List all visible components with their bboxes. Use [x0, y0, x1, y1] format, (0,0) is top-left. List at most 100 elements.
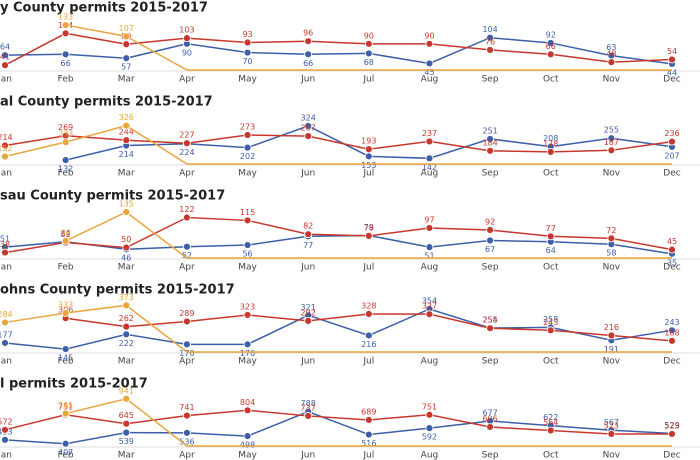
x-tick-label: Sep [482, 357, 499, 367]
point [668, 336, 676, 345]
point [61, 50, 70, 59]
data-label: 107 [119, 24, 134, 33]
point [1, 51, 9, 60]
point [243, 48, 252, 57]
point [425, 410, 434, 419]
point [364, 416, 373, 424]
data-label: 536 [179, 437, 194, 446]
data-label: 153 [361, 161, 376, 170]
data-label: 227 [179, 131, 194, 140]
series-line [4, 409, 672, 435]
data-label: 214 [119, 150, 134, 159]
series-line [4, 32, 673, 66]
point [183, 428, 191, 437]
data-label: 216 [604, 323, 619, 332]
point [122, 330, 131, 339]
point [304, 316, 313, 325]
point [486, 324, 494, 333]
point [425, 243, 434, 252]
data-label: 243 [543, 318, 558, 327]
data-label: 97 [424, 215, 434, 224]
data-label: 498 [240, 441, 255, 450]
data-label: 92 [485, 218, 495, 227]
point [183, 411, 191, 420]
data-label: 262 [119, 314, 134, 323]
data-label: 64 [546, 246, 556, 255]
data-label: 66 [61, 228, 71, 237]
data-label: 50 [121, 235, 131, 244]
data-label: 354 [422, 296, 437, 305]
data-label: 214 [0, 133, 13, 142]
point [304, 230, 313, 239]
data-label: 216 [361, 340, 376, 349]
point [425, 424, 434, 433]
x-tick-label: Aug [421, 263, 439, 273]
x-tick-label: Sep [482, 75, 499, 85]
data-label: 193 [361, 137, 376, 146]
data-label: 677 [482, 408, 497, 417]
point [61, 439, 70, 448]
point [668, 55, 676, 64]
data-label: 333 [58, 301, 73, 310]
x-tick-label: May [238, 263, 257, 273]
data-label: 289 [179, 309, 194, 318]
point [546, 426, 555, 435]
x-tick-label: May [238, 75, 257, 85]
data-label: 233 [58, 130, 73, 139]
point [607, 146, 616, 155]
data-label: 103 [179, 26, 194, 35]
x-tick-label: Aug [421, 75, 439, 85]
data-label: 38 [0, 240, 10, 249]
point [364, 310, 373, 318]
data-label: 133 [58, 13, 73, 22]
data-label: 64 [61, 229, 71, 238]
x-tick-label: Apr [179, 451, 195, 460]
data-label: 765 [58, 401, 73, 410]
point [243, 38, 252, 47]
data-label: 321 [301, 303, 316, 312]
data-label: 66 [546, 42, 556, 51]
series-line [65, 24, 672, 71]
data-label: 222 [119, 339, 134, 348]
data-label: 269 [58, 123, 73, 132]
point [486, 226, 494, 234]
point [607, 58, 616, 67]
data-label: 44 [667, 68, 677, 77]
data-label: 45 [667, 237, 677, 246]
point [183, 139, 191, 148]
data-label: 68 [364, 58, 374, 67]
point [183, 242, 191, 251]
point [546, 39, 555, 47]
x-tick-label: Jan [0, 357, 12, 367]
data-label: 96 [303, 29, 313, 38]
data-label: 72 [606, 226, 616, 235]
data-label: 82 [303, 222, 313, 231]
point [243, 406, 252, 415]
x-tick-label: Jul [362, 169, 374, 179]
data-label: 751 [422, 402, 437, 411]
data-label: 104 [482, 25, 497, 34]
data-label: 77 [303, 241, 313, 250]
point [243, 216, 252, 225]
x-tick-label: Nov [603, 451, 621, 460]
data-label: 539 [119, 437, 134, 446]
x-tick-label: Jul [362, 451, 374, 460]
point [122, 54, 131, 63]
point [364, 430, 373, 439]
point [668, 137, 676, 146]
x-tick-label: Mar [118, 263, 135, 273]
data-label: 741 [179, 403, 194, 412]
x-tick-label: Feb [58, 75, 74, 85]
point [122, 40, 131, 49]
series-line [4, 410, 673, 445]
point [243, 131, 252, 139]
point [1, 425, 9, 434]
point [122, 243, 131, 252]
x-tick-label: Feb [58, 451, 74, 460]
data-label: 224 [179, 148, 194, 157]
data-label: 606 [482, 414, 497, 423]
point [364, 231, 373, 240]
data-label: 737 [301, 403, 316, 412]
point [243, 241, 252, 249]
point [486, 135, 494, 143]
